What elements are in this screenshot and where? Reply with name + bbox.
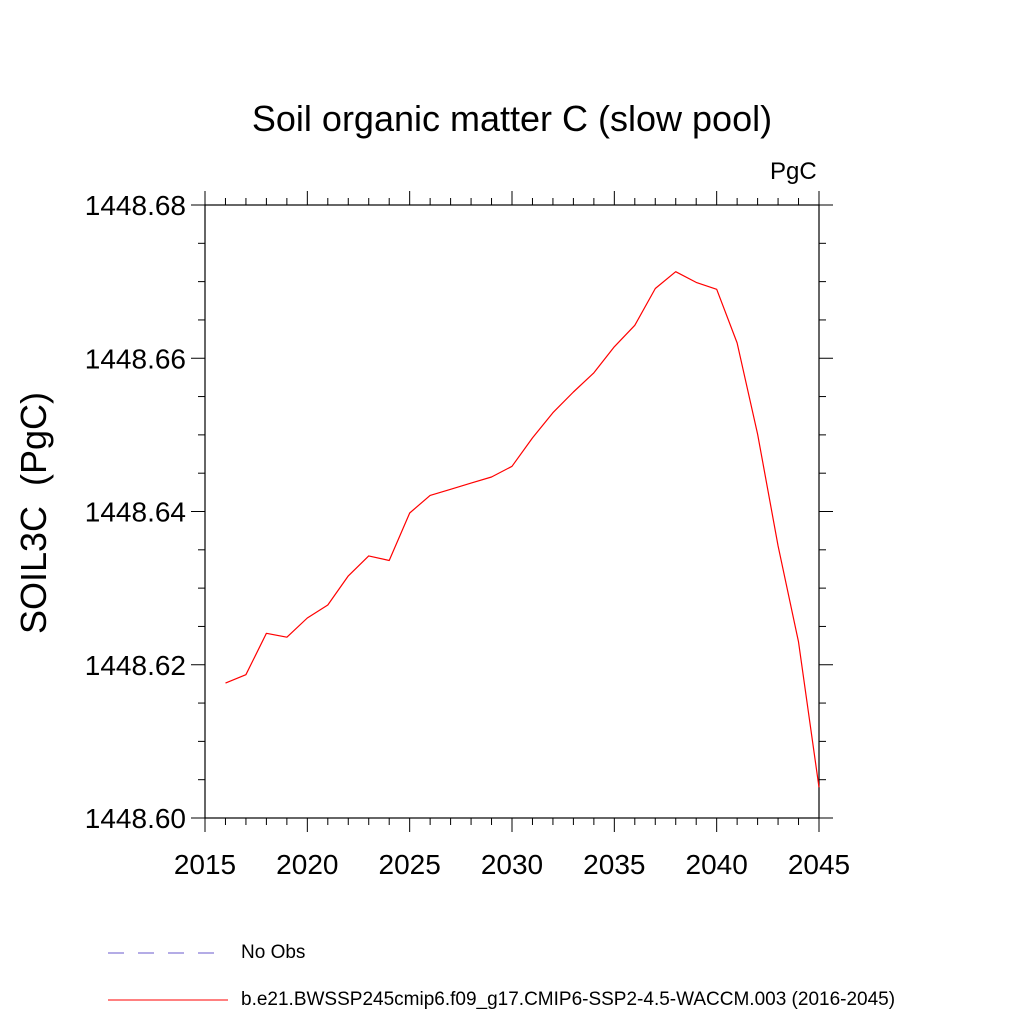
legend-label-model-run: b.e21.BWSSP245cmip6.f09_g17.CMIP6-SSP2-4… xyxy=(241,989,896,1010)
y-tick-label: 1448.68 xyxy=(85,190,186,221)
legend-label-no-obs: No Obs xyxy=(241,942,306,963)
x-tick-label: 2045 xyxy=(788,849,850,880)
series-line-model-run xyxy=(225,271,820,788)
y-tick-label: 1448.64 xyxy=(85,497,186,528)
plot-frame xyxy=(204,204,820,819)
x-tick-label: 2035 xyxy=(583,849,645,880)
x-tick-label: 2025 xyxy=(379,849,441,880)
x-tick-label: 2030 xyxy=(481,849,543,880)
x-tick-label: 2020 xyxy=(276,849,338,880)
y-tick-label: 1448.66 xyxy=(85,343,186,374)
chart-title: Soil organic matter C (slow pool) xyxy=(251,98,773,139)
x-tick-label: 2040 xyxy=(686,849,748,880)
y-tick-label: 1448.62 xyxy=(85,650,186,681)
units-label: PgC xyxy=(770,158,817,185)
x-tick-label: 2015 xyxy=(174,849,236,880)
y-tick-label: 1448.60 xyxy=(85,803,186,834)
